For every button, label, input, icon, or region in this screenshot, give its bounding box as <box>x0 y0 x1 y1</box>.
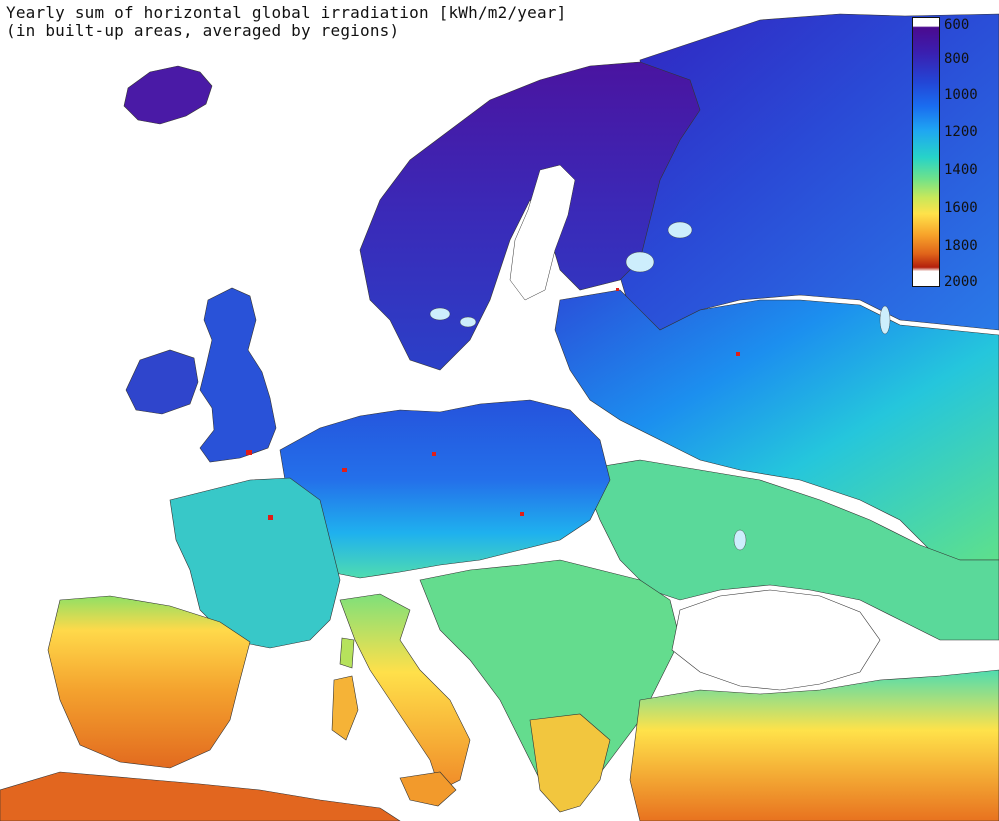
legend-tick-1000: 1000 <box>944 87 978 103</box>
legend-tick-800: 800 <box>944 51 970 67</box>
north-africa-region <box>0 771 401 821</box>
greece-region <box>529 713 611 813</box>
corsica-region <box>339 637 355 669</box>
urban-hotspots <box>246 288 740 520</box>
sardinia-region <box>331 675 359 741</box>
map-title: Yearly sum of horizontal global irradiat… <box>6 3 567 22</box>
sicily-region <box>399 771 457 807</box>
russia-north-region <box>614 13 999 331</box>
legend-tick-1400: 1400 <box>944 162 978 178</box>
map-subtitle: (in built-up areas, averaged by regions) <box>6 21 400 40</box>
iberian-peninsula-region <box>47 595 251 769</box>
ireland-region <box>125 349 199 415</box>
lakes <box>429 221 891 551</box>
great-britain-region <box>199 287 277 463</box>
baltic-east-region <box>554 289 999 561</box>
central-europe-region <box>279 399 611 579</box>
legend-tick-1200: 1200 <box>944 124 978 140</box>
map-title-block: Yearly sum of horizontal global irradiat… <box>6 4 566 40</box>
color-scale-legend <box>912 17 940 287</box>
france-region <box>169 477 341 649</box>
black-sea <box>671 589 881 691</box>
iceland-region <box>123 65 213 125</box>
turkey-region <box>629 669 999 821</box>
gulf-of-bothnia <box>509 164 576 301</box>
legend-tick-600: 600 <box>944 17 970 33</box>
italy-region <box>339 593 471 791</box>
legend-tick-2000: 2000 <box>944 274 978 290</box>
legend-tick-1600: 1600 <box>944 200 978 216</box>
legend-tick-1800: 1800 <box>944 238 978 254</box>
